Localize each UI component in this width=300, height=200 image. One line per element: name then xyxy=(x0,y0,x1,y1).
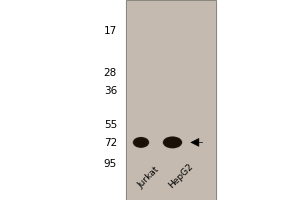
Text: 55: 55 xyxy=(104,120,117,130)
Ellipse shape xyxy=(165,138,180,147)
Ellipse shape xyxy=(139,141,143,144)
Text: Jurkat: Jurkat xyxy=(136,165,161,190)
Ellipse shape xyxy=(133,137,149,148)
Ellipse shape xyxy=(167,139,178,146)
Text: 95: 95 xyxy=(104,159,117,169)
Text: 72: 72 xyxy=(104,138,117,148)
Ellipse shape xyxy=(137,140,145,145)
Ellipse shape xyxy=(166,138,179,147)
Ellipse shape xyxy=(138,140,144,145)
Ellipse shape xyxy=(169,141,175,144)
Ellipse shape xyxy=(134,138,148,147)
Ellipse shape xyxy=(163,136,182,148)
Ellipse shape xyxy=(134,137,148,147)
Bar xyxy=(128,1,214,199)
Ellipse shape xyxy=(164,137,181,148)
Ellipse shape xyxy=(171,141,175,144)
Text: 17: 17 xyxy=(104,26,117,36)
Ellipse shape xyxy=(136,139,146,146)
Text: 28: 28 xyxy=(104,68,117,78)
Ellipse shape xyxy=(169,140,176,145)
Ellipse shape xyxy=(168,139,177,145)
Bar xyxy=(126,0,216,200)
Text: HepG2: HepG2 xyxy=(167,162,195,190)
Ellipse shape xyxy=(139,141,143,144)
Ellipse shape xyxy=(135,139,147,146)
Text: 36: 36 xyxy=(104,86,117,96)
